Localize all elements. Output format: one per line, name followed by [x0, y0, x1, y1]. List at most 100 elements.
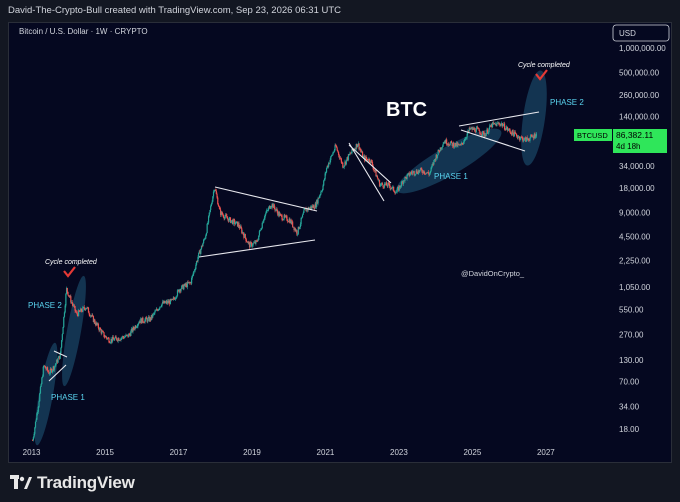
candle-body [68, 295, 71, 297]
candle-body [231, 220, 233, 221]
candle-body [38, 401, 40, 407]
candle-body [171, 299, 173, 301]
candle-body [380, 184, 382, 185]
candle-body [223, 217, 225, 219]
candle-body [253, 242, 255, 244]
candle-body [349, 153, 351, 155]
candle-body [97, 323, 99, 325]
candle-body [323, 180, 325, 186]
candle-body [449, 142, 451, 146]
candle-body [430, 167, 432, 172]
price-chart[interactable]: BTC Bitcoin / U.S. Dollar · 1W · CRYPTO … [9, 23, 671, 462]
candle-body [49, 368, 51, 374]
x-tick-label: 2017 [170, 448, 188, 457]
time-axis[interactable]: 2013 2015 2017 2019 2021 2023 2025 2027 [23, 448, 556, 457]
candle-body [516, 136, 518, 139]
candle-body [158, 308, 160, 310]
x-tick-label: 2027 [537, 448, 555, 457]
candle-body [514, 131, 516, 134]
candle-body [274, 207, 276, 211]
candle-body [510, 132, 512, 134]
currency-button[interactable]: USD [612, 24, 670, 42]
candle-body [265, 210, 268, 213]
candle-body [486, 129, 488, 134]
candle-body [329, 160, 331, 164]
candle-body [405, 176, 407, 178]
candle-body [429, 171, 431, 174]
candle-body [296, 233, 299, 235]
candle-body [123, 337, 125, 339]
y-tick-label: 70.00 [619, 378, 640, 387]
candle-body [72, 303, 74, 306]
candle-body [188, 282, 191, 283]
candle-body [82, 306, 85, 308]
candle-body [263, 217, 265, 220]
candle-body [161, 303, 163, 307]
candle-body [195, 261, 198, 265]
candle-body [490, 124, 492, 127]
price-axis[interactable]: 1,000,000.00 500,000.00 260,000.00 140,000.… [619, 44, 666, 434]
candle-body [189, 282, 191, 284]
candle-body [500, 123, 502, 126]
candle-body [535, 133, 537, 137]
candle-body [445, 139, 447, 144]
candle-body [231, 220, 234, 225]
candle-body [263, 219, 265, 223]
candle-body [376, 176, 379, 179]
candle-body [466, 133, 468, 138]
candle-body [506, 127, 508, 128]
tradingview-logo[interactable]: TradingView [10, 472, 135, 494]
candle-body [73, 305, 75, 307]
candle-body [347, 154, 350, 160]
candle-body [64, 305, 66, 313]
candle-body [61, 334, 63, 341]
candle-body [209, 210, 211, 213]
chart-panel[interactable]: BTC Bitcoin / U.S. Dollar · 1W · CRYPTO … [8, 22, 672, 463]
cycle-completed-left: Cycle completed [45, 259, 98, 266]
candle-body [169, 300, 171, 305]
candle-body [229, 217, 231, 219]
candle-body [411, 172, 413, 174]
candle-body [82, 307, 84, 312]
candle-body [48, 371, 50, 374]
candle-body [45, 368, 47, 370]
candle-body [421, 169, 423, 172]
candle-body [470, 127, 472, 129]
candle-body [302, 212, 304, 215]
phase2-left-label: PHASE 2 [28, 301, 62, 310]
candle-body [467, 130, 470, 132]
candle-body [290, 219, 292, 224]
candle-body [130, 328, 133, 332]
candle-body [51, 369, 53, 373]
candle-body [376, 176, 378, 177]
candle-body [141, 317, 143, 324]
candle-body [313, 208, 316, 210]
candle-body [104, 336, 107, 338]
candle-body [412, 171, 414, 174]
candle-body [450, 141, 452, 143]
candle-body [118, 340, 121, 341]
candle-body [438, 149, 440, 152]
candle-body [212, 191, 215, 197]
candle-body [135, 325, 137, 328]
candle-body [43, 365, 45, 367]
candle-body [469, 127, 471, 129]
candle-body [75, 310, 77, 312]
candle-body [242, 232, 244, 235]
candle-body [397, 186, 399, 189]
candle-body [234, 220, 236, 225]
candle-body [331, 155, 333, 156]
candle-body [477, 128, 480, 130]
candle-body [183, 285, 185, 290]
candle-body [524, 137, 526, 139]
candle-body [140, 318, 143, 324]
candle-body [104, 336, 106, 338]
candle-body [388, 183, 391, 186]
candle-body [366, 158, 368, 160]
candle-body [493, 123, 495, 124]
candle-body [373, 169, 376, 171]
candle-body [133, 328, 136, 330]
candle-body [431, 163, 434, 166]
candle-body [526, 137, 528, 139]
candle-body [527, 138, 529, 140]
